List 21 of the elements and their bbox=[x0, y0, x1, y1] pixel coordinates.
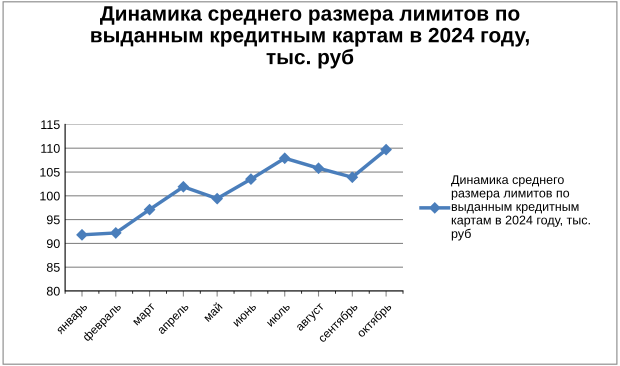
point bbox=[279, 152, 290, 164]
point bbox=[178, 181, 189, 192]
y-tick-label: 105 bbox=[40, 168, 60, 177]
point bbox=[144, 204, 156, 216]
point bbox=[312, 162, 324, 174]
x-tick-label: май bbox=[202, 302, 223, 322]
point bbox=[380, 144, 392, 156]
legend-label: Динамика среднего размера лимитов по выданным кредитным картам в 2024 году, тыс. руб bbox=[451, 175, 590, 241]
point bbox=[110, 227, 122, 239]
y-tick-label: 115 bbox=[41, 120, 60, 130]
point bbox=[212, 193, 223, 204]
point bbox=[346, 172, 358, 183]
y-tick-label: 90 bbox=[46, 239, 60, 248]
y-tick-label: 110 bbox=[41, 144, 60, 153]
y-tick-label: 80 bbox=[46, 286, 60, 296]
y-tick-label: 85 bbox=[46, 262, 60, 272]
y-tick-label: 95 bbox=[46, 215, 60, 224]
y-tick-label: 100 bbox=[40, 192, 60, 200]
point bbox=[76, 229, 88, 240]
chart-title: Динамика среднего размера лимитов по выданным кредитным картам в 2024 году, тыс. руб bbox=[91, 6, 529, 68]
point bbox=[245, 174, 257, 185]
